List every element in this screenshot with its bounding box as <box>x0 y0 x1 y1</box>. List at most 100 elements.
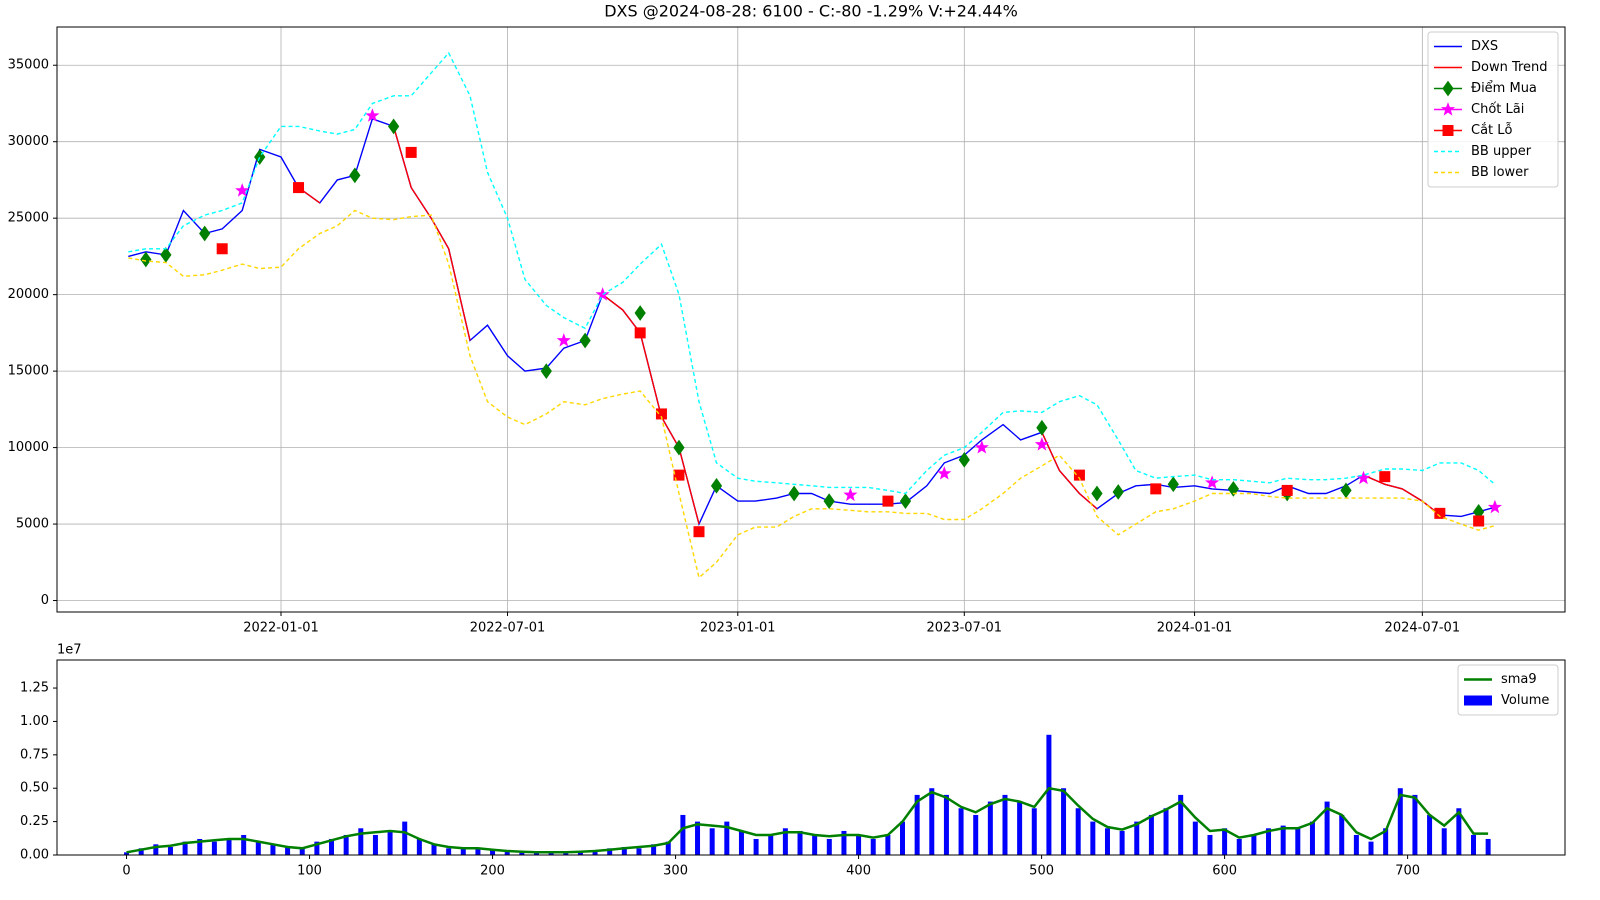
x-tick-label: 500 <box>1029 864 1054 879</box>
volume-bar <box>358 828 364 855</box>
volume-bar <box>1353 834 1359 855</box>
volume-bar <box>973 814 979 855</box>
y-tick-label: 20000 <box>8 287 49 302</box>
stop-loss-marker <box>673 469 685 481</box>
x-tick-label: 2022-07-01 <box>470 621 546 636</box>
volume-bar <box>1075 808 1081 855</box>
volume-bar <box>1266 828 1272 855</box>
legend-label: Điểm Mua <box>1471 81 1537 96</box>
volume-bar <box>900 821 906 855</box>
volume-bar <box>636 848 642 855</box>
volume-bar <box>460 846 466 855</box>
legend-label: Down Trend <box>1471 60 1548 75</box>
volume-bar <box>490 849 496 855</box>
legend-label: BB lower <box>1471 165 1529 180</box>
volume-bar <box>870 838 876 855</box>
series-line <box>126 786 1489 854</box>
buy-marker <box>349 167 361 184</box>
plot-frame <box>56 659 1566 856</box>
stop-loss-marker <box>293 182 305 194</box>
buy-marker <box>710 477 723 494</box>
take-profit-marker <box>974 440 989 454</box>
series-line <box>128 209 1496 579</box>
volume-bar <box>1456 808 1462 855</box>
volume-bar <box>738 830 744 855</box>
plot-area <box>124 734 1491 855</box>
volume-bar <box>1002 794 1008 855</box>
legend-swatch <box>1464 695 1492 706</box>
volume-bar <box>1192 821 1198 855</box>
stop-loss-marker <box>634 327 646 339</box>
volume-bar <box>1031 808 1037 855</box>
volume-bar <box>1397 788 1403 855</box>
legend-label: Chốt Lãi <box>1471 102 1524 117</box>
volume-bar <box>680 814 686 855</box>
volume-bar <box>519 852 525 855</box>
y-tick-label: 15000 <box>8 364 49 379</box>
legend-label: BB upper <box>1471 144 1532 159</box>
volume-bar <box>929 788 935 855</box>
x-tick-label: 300 <box>663 864 688 879</box>
take-profit-marker <box>1440 102 1456 116</box>
volume-bar <box>826 838 832 855</box>
volume-bar <box>475 848 481 855</box>
volume-bar <box>1412 794 1418 855</box>
volume-bar <box>1104 828 1110 855</box>
stop-loss-marker <box>1434 507 1446 519</box>
volume-bar <box>1207 834 1213 855</box>
buy-marker <box>199 225 211 242</box>
x-tick-label: 2022-01-01 <box>243 621 319 636</box>
volume-bar <box>299 848 305 855</box>
volume-bar <box>1236 838 1242 855</box>
volume-bar <box>402 821 408 855</box>
volume-bar <box>416 838 422 855</box>
series-line <box>128 51 1496 495</box>
volume-bar <box>211 841 217 855</box>
volume-bar <box>372 834 378 855</box>
volume-bar <box>197 838 203 855</box>
volume-bar <box>1017 801 1023 855</box>
plot-frame <box>56 26 1566 613</box>
stop-loss-marker <box>216 243 228 255</box>
volume-bar <box>1485 838 1491 855</box>
volume-bar <box>329 838 335 855</box>
legend-label: sma9 <box>1501 672 1537 687</box>
volume-bar <box>709 828 715 855</box>
volume-bar <box>1427 814 1433 855</box>
volume-bar <box>1324 801 1330 855</box>
buy-marker <box>140 251 152 268</box>
volume-bar <box>695 821 701 855</box>
volume-bar <box>914 794 920 855</box>
take-profit-marker <box>1034 437 1049 451</box>
x-tick-label: 600 <box>1212 864 1237 879</box>
x-tick-label: 200 <box>480 864 505 879</box>
volume-bar <box>270 844 276 855</box>
x-tick-label: 2023-07-01 <box>927 621 1003 636</box>
volume-bar <box>1163 808 1169 855</box>
volume-bar <box>1046 734 1052 855</box>
buy-marker <box>540 363 552 379</box>
take-profit-marker <box>1205 475 1220 489</box>
x-tick-label: 100 <box>297 864 322 879</box>
take-profit-marker <box>556 333 571 347</box>
buy-marker <box>1167 476 1179 493</box>
y-offset-label: 1e7 <box>57 643 82 658</box>
volume-bar <box>665 841 671 855</box>
volume-bar <box>885 834 891 855</box>
stop-loss-marker <box>1150 483 1162 495</box>
volume-bar <box>1280 825 1286 855</box>
buy-marker <box>1036 419 1048 436</box>
volume-bar <box>856 834 862 855</box>
y-tick-label: 0.50 <box>20 781 49 796</box>
volume-bar <box>753 838 759 855</box>
volume-bar <box>812 834 818 855</box>
buy-marker <box>899 493 912 509</box>
take-profit-marker <box>1487 499 1502 514</box>
x-tick-label: 2024-07-01 <box>1385 621 1461 636</box>
volume-bar <box>768 834 774 855</box>
volume-bar <box>987 801 993 855</box>
y-tick-label: 0 <box>41 593 49 608</box>
volume-bar <box>548 852 554 855</box>
legend-label: Cắt Lỗ <box>1471 123 1513 138</box>
